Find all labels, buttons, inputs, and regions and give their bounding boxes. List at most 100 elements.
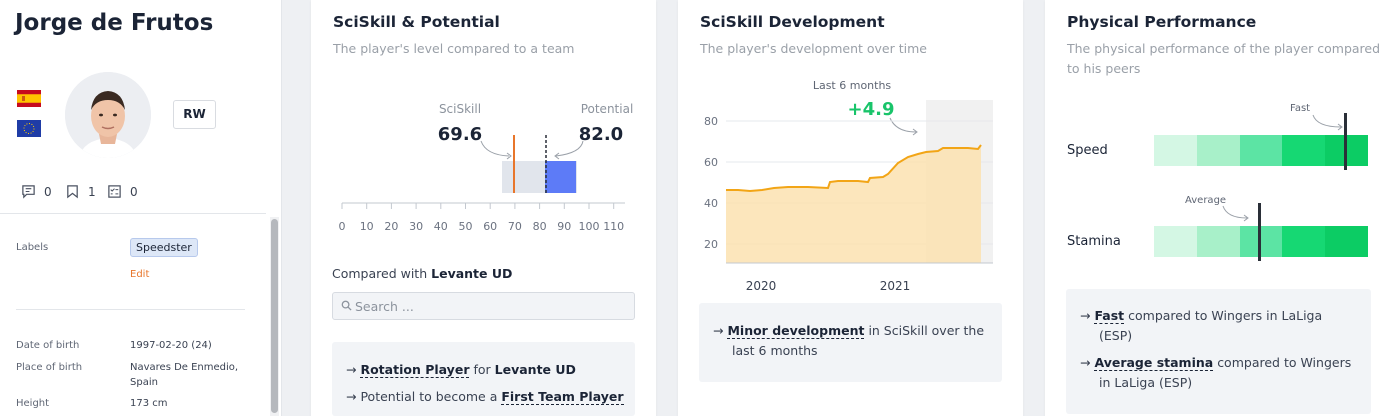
summary-line: → Average stamina compared to Wingers bbox=[1080, 355, 1352, 371]
compare-text: Compared with Levante UD bbox=[332, 266, 513, 281]
player-name: Jorge de Frutos bbox=[15, 10, 214, 36]
spain-flag-icon bbox=[17, 90, 41, 107]
delta-value: +4.9 bbox=[848, 99, 895, 120]
dob-label: Date of birth bbox=[16, 340, 80, 351]
bookmarks-counter[interactable]: 1 bbox=[65, 184, 96, 199]
comments-counter[interactable]: 0 bbox=[21, 184, 52, 199]
y-tick-label: 20 bbox=[704, 238, 718, 251]
x-axis-ticks: 2020 2021 bbox=[746, 279, 911, 293]
summary-line: last 6 months bbox=[732, 343, 818, 358]
height-label: Height bbox=[16, 398, 50, 409]
sciskill-card: SciSkill & Potential The player's level … bbox=[311, 0, 656, 416]
summary-line: → Fast compared to Wingers in LaLiga bbox=[1080, 308, 1323, 324]
physical-summary: → Fast compared to Wingers in LaLiga (ES… bbox=[1066, 289, 1371, 414]
potential-label: Potential bbox=[581, 102, 634, 116]
development-line bbox=[726, 144, 982, 193]
bookmarks-count: 1 bbox=[88, 184, 96, 199]
divider bbox=[16, 309, 245, 310]
card-subtitle: The physical performance of the player c… bbox=[1067, 41, 1381, 76]
stamina-annotation: Average bbox=[1185, 195, 1227, 206]
average-stamina-link[interactable]: Average stamina bbox=[1094, 355, 1214, 371]
annotation-arrow bbox=[480, 140, 510, 157]
scale-segment bbox=[1325, 226, 1368, 257]
birthplace-label: Place of birth bbox=[16, 362, 83, 373]
x-tick-label: 10 bbox=[360, 220, 374, 233]
scale-segment bbox=[1154, 226, 1197, 257]
x-tick-label: 50 bbox=[459, 220, 473, 233]
annotation-arrow bbox=[1222, 205, 1249, 222]
y-tick-label: 60 bbox=[704, 156, 718, 169]
tasks-count: 0 bbox=[130, 184, 138, 199]
team-search[interactable] bbox=[332, 292, 635, 320]
annotation-arrow bbox=[555, 140, 584, 157]
position-button[interactable]: RW bbox=[173, 100, 216, 129]
x-tick-label: 70 bbox=[508, 220, 522, 233]
development-card: SciSkill Development The player's develo… bbox=[678, 0, 1023, 416]
development-summary: → Minor development in SciSkill over the… bbox=[699, 303, 1002, 382]
summary-line: (ESP) bbox=[1099, 328, 1133, 343]
x-tick-label: 90 bbox=[557, 220, 571, 233]
eu-flag-icon bbox=[17, 120, 41, 137]
annotation-arrow bbox=[889, 117, 917, 133]
search-icon bbox=[341, 299, 352, 314]
height-value: 173 cm bbox=[130, 398, 168, 409]
x-tick-label: 80 bbox=[533, 220, 547, 233]
potential-bar bbox=[545, 161, 576, 193]
x-tick-label: 30 bbox=[409, 220, 423, 233]
x-tick-label: 100 bbox=[579, 220, 600, 233]
x-axis-ticks: 0 10 20 30 40 50 60 70 80 90 100 110 bbox=[339, 203, 624, 233]
speed-marker bbox=[1344, 113, 1347, 170]
fast-link[interactable]: Fast bbox=[1094, 308, 1125, 324]
physical-card: Physical Performance The physical perfor… bbox=[1045, 0, 1381, 416]
stamina-label: Stamina bbox=[1067, 234, 1121, 249]
x-tick-label: 60 bbox=[483, 220, 497, 233]
birthplace-value: Navares De Enmedio, Spain bbox=[130, 362, 239, 388]
first-team-player-link[interactable]: First Team Player bbox=[501, 389, 624, 405]
card-subtitle: The player's level compared to a team bbox=[333, 41, 575, 56]
x-tick-label: 2021 bbox=[880, 279, 911, 293]
sciskill-summary: → Rotation Player for Levante UD → Poten… bbox=[332, 342, 635, 416]
scale-segment bbox=[1196, 135, 1240, 166]
card-title: Physical Performance bbox=[1067, 13, 1257, 31]
scrollbar[interactable] bbox=[270, 217, 279, 416]
development-chart: Last 6 months +4.9 80 60 40 20 2020 2021 bbox=[704, 79, 993, 293]
search-input[interactable] bbox=[355, 296, 625, 316]
rotation-player-link[interactable]: Rotation Player bbox=[360, 362, 470, 378]
edit-labels-link[interactable]: Edit bbox=[130, 269, 150, 280]
speed-label: Speed bbox=[1067, 143, 1108, 158]
scale-segment bbox=[1196, 226, 1240, 257]
divider bbox=[0, 213, 266, 214]
potential-value: 82.0 bbox=[579, 124, 623, 145]
summary-line: in LaLiga (ESP) bbox=[1099, 375, 1193, 390]
speed-bar bbox=[1154, 135, 1368, 166]
comments-count: 0 bbox=[44, 184, 52, 199]
scroll-thumb[interactable] bbox=[271, 219, 278, 413]
summary-line: → Minor development in SciSkill over the bbox=[713, 323, 985, 339]
sciskill-chart: SciSkill 69.6 Potential 82.0 0 10 20 30 40 50… bbox=[339, 102, 634, 233]
comment-icon bbox=[22, 185, 35, 199]
annotation-arrow bbox=[1312, 114, 1343, 131]
stamina-bar bbox=[1154, 226, 1368, 257]
card-title: SciSkill & Potential bbox=[333, 13, 500, 31]
x-tick-label: 110 bbox=[603, 220, 624, 233]
x-tick-label: 20 bbox=[384, 220, 398, 233]
scale-segment bbox=[1282, 226, 1326, 257]
minor-development-link[interactable]: Minor development bbox=[727, 323, 865, 339]
x-tick-label: 0 bbox=[339, 220, 346, 233]
bookmark-icon bbox=[67, 185, 78, 199]
summary-line: → Rotation Player for Levante UD bbox=[346, 362, 576, 378]
summary-line: → Potential to become a First Team Playe… bbox=[346, 389, 624, 405]
development-area bbox=[726, 145, 981, 263]
scale-segment bbox=[1282, 135, 1326, 166]
x-tick-label: 40 bbox=[434, 220, 448, 233]
x-tick-label: 2020 bbox=[746, 279, 777, 293]
card-title: SciSkill Development bbox=[700, 13, 885, 31]
label-tag-speedster[interactable]: Speedster bbox=[130, 238, 198, 257]
player-avatar bbox=[65, 72, 151, 158]
card-subtitle: The player's development over time bbox=[700, 41, 927, 56]
tasks-counter[interactable]: 0 bbox=[107, 184, 138, 199]
last-six-months-label: Last 6 months bbox=[813, 79, 892, 92]
speed-annotation: Fast bbox=[1290, 103, 1311, 114]
y-tick-label: 40 bbox=[704, 197, 718, 210]
compare-team: Levante UD bbox=[431, 266, 513, 281]
